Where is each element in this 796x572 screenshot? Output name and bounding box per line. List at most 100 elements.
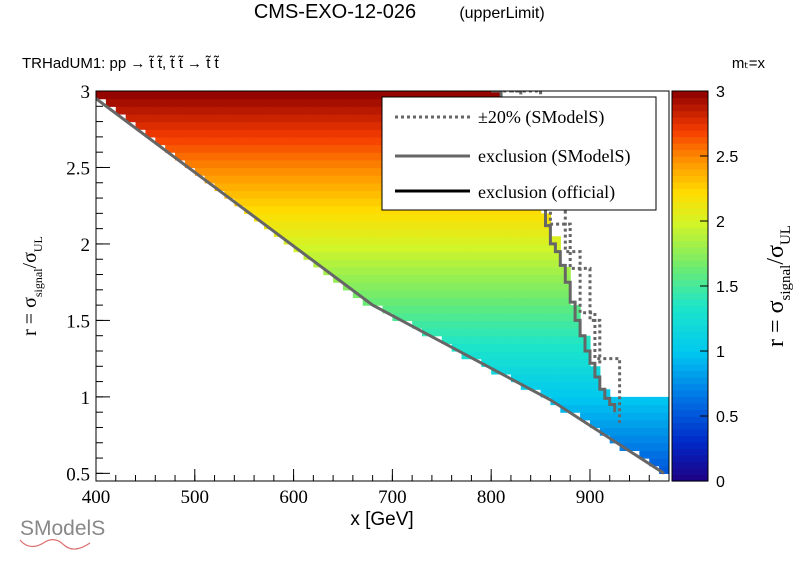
colorbar-segment — [672, 123, 708, 131]
heatmap-cell — [333, 98, 344, 107]
heatmap-cell — [145, 113, 156, 123]
heatmap-cell — [510, 228, 522, 237]
heatmap-cell — [204, 113, 216, 123]
heatmap-cell — [372, 91, 384, 100]
heatmap-cell — [372, 106, 384, 115]
heatmap-cell — [540, 312, 552, 322]
heatmap-cell — [540, 274, 552, 283]
heatmap-cell — [422, 274, 433, 283]
heatmap-cell — [629, 442, 640, 452]
colorbar-segment — [672, 403, 708, 411]
colorbar-segment — [672, 416, 708, 424]
heatmap-cell — [372, 152, 384, 161]
heatmap-cell — [382, 274, 393, 283]
heatmap-cell — [540, 266, 552, 276]
heatmap-cell — [333, 152, 344, 161]
heatmap-cell — [244, 98, 255, 107]
heatmap-cell — [422, 320, 433, 329]
heatmap-cell — [550, 389, 561, 398]
heatmap-cell — [372, 113, 384, 123]
heatmap-cell — [530, 289, 542, 299]
heatmap-cell — [382, 251, 393, 260]
heatmap-cell — [461, 274, 473, 283]
heatmap-cell — [372, 205, 384, 214]
smodels-logo: SModelS — [19, 517, 105, 550]
heatmap-cell — [461, 289, 473, 299]
heatmap-cell — [214, 182, 226, 192]
heatmap-cell — [510, 358, 522, 367]
heatmap-cell — [441, 297, 453, 306]
heatmap-cell — [589, 419, 601, 429]
heatmap-cell — [659, 450, 669, 459]
heatmap-cell — [461, 243, 473, 253]
heatmap-cell — [540, 259, 552, 268]
heatmap-cell — [520, 351, 532, 360]
heatmap-cell — [362, 152, 374, 161]
heatmap-cell — [441, 259, 453, 268]
heatmap-cell — [402, 243, 413, 253]
heatmap-cell — [491, 297, 502, 306]
heatmap-cell — [481, 274, 492, 283]
heatmap-cell — [659, 458, 669, 467]
heatmap-cell — [382, 243, 393, 253]
colorbar-segment — [672, 91, 708, 99]
heatmap-cell — [372, 282, 384, 291]
heatmap-cell — [333, 129, 344, 138]
z-axis-label-group-text: r = σsignal/σUL — [763, 225, 794, 347]
heatmap-cell — [501, 259, 512, 268]
heatmap-cell — [165, 106, 176, 115]
heatmap-cell — [510, 373, 522, 383]
heatmap-cell — [580, 366, 591, 375]
heatmap-cell — [392, 213, 403, 222]
heatmap-cell — [214, 167, 226, 176]
heatmap-cell — [501, 243, 512, 253]
heatmap-cell — [244, 144, 255, 153]
heatmap-cell — [224, 106, 235, 115]
heatmap-cell — [550, 312, 561, 322]
colorbar-segment — [672, 318, 708, 326]
heatmap-cell — [570, 396, 581, 406]
x-tick-label: 700 — [378, 487, 407, 508]
heatmap-cell — [323, 113, 334, 123]
heatmap-cell — [510, 366, 522, 375]
heatmap-cell — [145, 106, 156, 115]
heatmap-cell — [342, 91, 354, 92]
heatmap-cell — [491, 305, 502, 314]
heatmap-cell — [471, 236, 482, 245]
heatmap-cell — [293, 175, 305, 184]
heatmap-cell — [323, 243, 334, 253]
heatmap-cell — [402, 259, 413, 268]
heatmap-cell — [560, 335, 571, 344]
heatmap-cell — [530, 366, 542, 375]
heatmap-cell — [471, 259, 482, 268]
colorbar-segment — [672, 234, 708, 242]
heatmap-cell — [194, 106, 206, 115]
heatmap-cell — [145, 129, 156, 138]
heatmap-cell — [431, 305, 443, 314]
heatmap-cell — [224, 167, 235, 176]
heatmap-cell — [194, 129, 206, 138]
heatmap-cell — [659, 435, 669, 444]
heatmap-cell — [471, 335, 482, 344]
heatmap-cell — [105, 91, 117, 100]
heatmap-cell — [194, 98, 206, 107]
heatmap-cell — [342, 266, 354, 276]
heatmap-cell — [461, 266, 473, 276]
heatmap-cell — [382, 289, 393, 299]
heatmap-cell — [323, 182, 334, 192]
heatmap-cell — [619, 427, 631, 436]
heatmap-cell — [510, 243, 522, 253]
heatmap-cell — [481, 289, 492, 299]
heatmap-cell — [372, 198, 384, 207]
heatmap-cell — [510, 343, 522, 352]
heatmap-cell — [501, 274, 512, 283]
heatmap-cell — [540, 236, 552, 245]
heatmap-cell — [530, 335, 542, 344]
colorbar-segment — [672, 221, 708, 229]
heatmap-cell — [481, 328, 492, 337]
heatmap-cell — [471, 213, 482, 222]
heatmap-cell — [451, 312, 463, 322]
heatmap-cell — [342, 221, 354, 230]
heatmap-cell — [352, 144, 364, 153]
heatmap-cell — [491, 266, 502, 276]
